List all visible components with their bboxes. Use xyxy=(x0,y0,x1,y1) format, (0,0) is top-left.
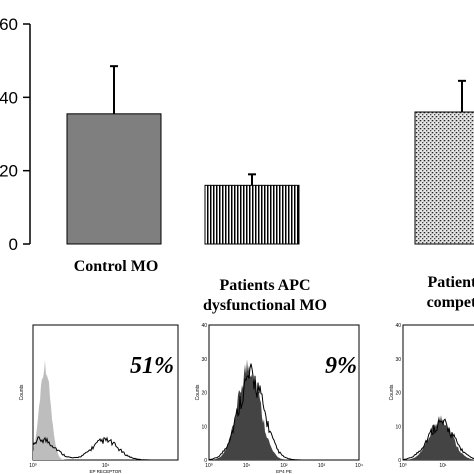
histogram-y-tick-label: 30 xyxy=(395,357,401,363)
percent-positive-label: 51% xyxy=(130,353,174,379)
category-label-line: compete xyxy=(426,294,474,311)
histogram-y-tick-label: 30 xyxy=(201,357,207,363)
histogram-y-tick-label: 10 xyxy=(201,424,207,430)
histogram-y-label: Counts xyxy=(19,384,25,400)
y-tick-label: 60 xyxy=(0,15,18,34)
histogram-x-label: EP4 PE xyxy=(276,469,292,474)
histogram-x-label: EP RECEPTOR xyxy=(89,469,122,474)
bar xyxy=(204,184,300,245)
histogram-x-tick-label: 10⁰ xyxy=(399,463,407,469)
histogram-x-tick-label: 10⁰ xyxy=(29,463,37,469)
histogram-x-tick-label: 10⁰ xyxy=(205,463,213,469)
histogram-x-tick-label: 10¹ xyxy=(439,463,447,469)
histogram-x-tick-label: 10² xyxy=(280,463,288,469)
histogram-y-tick-label: 0 xyxy=(204,458,207,464)
bar xyxy=(66,113,162,245)
histogram-x-tick-label: 10¹ xyxy=(243,463,251,469)
histogram-dark-area xyxy=(403,415,474,460)
bar xyxy=(414,111,474,245)
histogram-y-tick-label: 20 xyxy=(201,391,207,397)
histogram-frame xyxy=(32,324,179,461)
histogram-panel: Counts 0 10 20 30 40 10⁰ 10¹ 10² 10³ 10⁴ EP4 PE xyxy=(195,323,363,474)
y-tick-label: 40 xyxy=(0,88,18,107)
histogram-y-tick-label: 0 xyxy=(398,458,401,464)
histogram-y-label: Counts xyxy=(195,384,201,400)
category-label-line: Patients xyxy=(427,274,474,291)
histogram-stained-line xyxy=(403,418,474,460)
histogram-y-tick-label: 40 xyxy=(395,323,401,329)
histogram-x-tick-label: 10¹ xyxy=(102,463,110,469)
histogram-y-tick-label: 20 xyxy=(395,391,401,397)
category-label-line: dysfunctional MO xyxy=(202,297,327,314)
percent-positive-label: 9% xyxy=(325,353,357,379)
histogram-stained-line xyxy=(209,363,359,461)
histogram-panel: Counts 0 10 20 30 40 10⁰ 10¹ xyxy=(389,323,474,469)
y-tick-label: 20 xyxy=(0,162,18,181)
histogram-x-tick-label: 10³ xyxy=(318,463,326,469)
category-label: Control MO xyxy=(68,257,164,277)
histogram-dark-area xyxy=(209,359,359,460)
category-label: Patients APC dysfunctional MO xyxy=(178,276,352,316)
category-label: Patients compete xyxy=(395,273,474,313)
histogram-y-tick-label: 10 xyxy=(395,424,401,430)
histogram-stained-line xyxy=(32,436,178,461)
y-tick-label: 0 xyxy=(9,235,18,254)
histogram-y-tick-label: 40 xyxy=(201,323,207,329)
category-label-line: Patients APC xyxy=(219,277,311,294)
histogram-x-tick-label: 10⁴ xyxy=(355,463,363,469)
histogram-isotype-area xyxy=(33,360,178,460)
histogram-y-label: Counts xyxy=(389,384,395,400)
bar-chart: 0 20 40 60 xyxy=(0,15,474,254)
category-label-line: Control MO xyxy=(73,258,159,275)
